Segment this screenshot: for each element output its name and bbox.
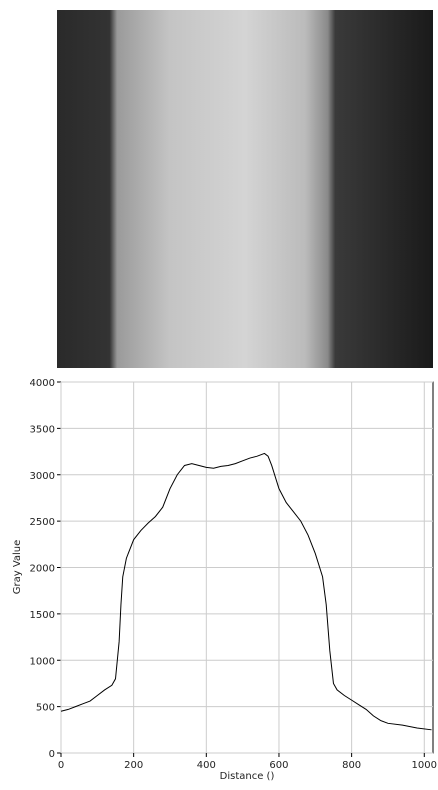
y-tick-label: 2500 bbox=[30, 517, 55, 528]
x-tick-label: 1000 bbox=[412, 760, 437, 771]
y-tick-label: 2000 bbox=[30, 564, 55, 575]
profile-line bbox=[60, 452, 432, 731]
x-tick-label: 800 bbox=[342, 760, 361, 771]
x-axis-label: Distance () bbox=[220, 771, 275, 782]
y-tick-label: 3500 bbox=[30, 424, 55, 435]
image bbox=[57, 10, 433, 368]
y-tick-label: 1500 bbox=[30, 610, 55, 621]
x-tick-label: 200 bbox=[124, 760, 143, 771]
y-axis-label: Gray Value bbox=[12, 540, 23, 595]
x-tick-label: 400 bbox=[197, 760, 216, 771]
y-tick-label: 500 bbox=[36, 703, 55, 714]
y-tick-label: 3000 bbox=[30, 471, 55, 482]
y-tick-label: 0 bbox=[49, 749, 55, 760]
x-tick-label: 600 bbox=[269, 760, 288, 771]
y-tick-label: 1000 bbox=[30, 656, 55, 667]
x-tick-label: 0 bbox=[58, 760, 64, 771]
y-tick-label: 4000 bbox=[30, 378, 55, 389]
